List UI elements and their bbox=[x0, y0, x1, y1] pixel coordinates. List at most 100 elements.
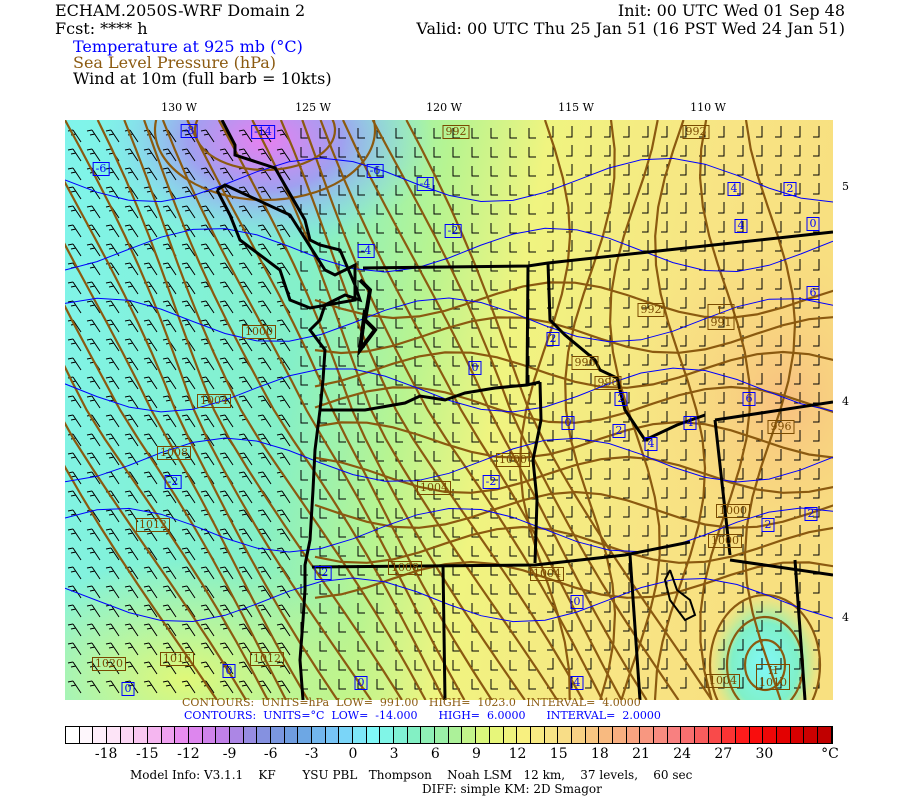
colorbar-tick-label: -15 bbox=[136, 746, 159, 762]
wind-barb bbox=[433, 413, 441, 424]
temperature-contour bbox=[65, 157, 833, 203]
wind-barb bbox=[105, 566, 120, 580]
wind-barb bbox=[357, 128, 365, 139]
wind-barb bbox=[238, 338, 253, 352]
temperature-contour-label: 2 bbox=[612, 424, 626, 438]
wind-barb bbox=[642, 525, 649, 537]
wind-barb bbox=[376, 318, 384, 329]
wind-barb bbox=[718, 183, 725, 195]
wind-barb bbox=[257, 243, 272, 257]
wind-barb bbox=[471, 413, 479, 424]
wind-barb bbox=[219, 300, 234, 314]
temperature-contour-label: -8 bbox=[180, 124, 198, 138]
wind-barb bbox=[718, 126, 725, 138]
colorbar-cell bbox=[284, 727, 299, 743]
wa-id-border bbox=[525, 265, 530, 386]
wind-barb bbox=[737, 639, 744, 651]
wind-barb bbox=[623, 354, 630, 366]
wind-barb bbox=[414, 584, 422, 595]
map-panel: -8 -14 -6 -6 -4 -2 -4 0 0 -2 -2 -2 0 0 4 4 2 4 0 6 2 2 2 4 6 4 2 2 0… bbox=[65, 120, 833, 700]
wind-barb bbox=[257, 148, 272, 162]
wind-barb bbox=[718, 145, 725, 157]
wind-barb bbox=[219, 357, 234, 371]
wind-barb bbox=[680, 202, 687, 214]
colorbar-tick-label: 30 bbox=[755, 746, 774, 762]
wind-barb bbox=[528, 641, 536, 652]
wind-barb bbox=[547, 145, 554, 157]
wind-barb bbox=[143, 623, 158, 637]
wind-barb bbox=[433, 660, 441, 671]
colorbar-tick-label: 18 bbox=[590, 746, 609, 762]
wind-barb bbox=[143, 566, 158, 580]
wind-barb bbox=[680, 126, 687, 138]
wind-barb bbox=[357, 166, 365, 177]
wind-barb bbox=[756, 202, 763, 214]
colorbar-cell bbox=[558, 727, 572, 743]
wind-barb bbox=[756, 278, 763, 290]
wind-barb bbox=[813, 297, 820, 309]
wind-barb bbox=[699, 487, 706, 499]
wind-barb bbox=[86, 528, 101, 542]
wind-barb bbox=[642, 487, 649, 499]
wind-barb bbox=[219, 167, 234, 181]
wind-barb bbox=[414, 185, 422, 196]
wind-barb bbox=[471, 470, 479, 481]
wind-barb bbox=[452, 147, 460, 158]
temperature-contour-label: 6 bbox=[742, 392, 756, 406]
wind-barb bbox=[319, 147, 327, 158]
wind-barb bbox=[509, 128, 517, 139]
wind-barb bbox=[623, 601, 630, 613]
colorbar-cell bbox=[120, 727, 135, 743]
wind-barb bbox=[357, 394, 365, 405]
wind-barb bbox=[257, 433, 272, 447]
wind-barb bbox=[623, 278, 630, 290]
colorbar-cell bbox=[407, 727, 422, 743]
wind-barb bbox=[357, 261, 365, 272]
wind-barb bbox=[642, 278, 649, 290]
wind-barb bbox=[181, 243, 196, 257]
colorbar-cell bbox=[380, 727, 395, 743]
wind-barb bbox=[604, 126, 611, 138]
wind-barb bbox=[395, 128, 403, 139]
colorbar-cell bbox=[148, 727, 162, 743]
wind-barb bbox=[338, 204, 346, 215]
wind-barb bbox=[357, 641, 365, 652]
wind-barb bbox=[661, 487, 668, 499]
wind-barb bbox=[490, 394, 498, 405]
colorbar-cell bbox=[749, 727, 764, 743]
colorbar-tick-label: 24 bbox=[673, 746, 692, 762]
wind-barb bbox=[338, 337, 346, 348]
wind-barb bbox=[680, 601, 687, 613]
wind-barb bbox=[756, 449, 763, 461]
wind-barb bbox=[395, 508, 403, 519]
wind-barb bbox=[257, 642, 272, 656]
colorbar-cell bbox=[653, 727, 668, 743]
wind-barb bbox=[794, 354, 801, 366]
sea-level-pressure-contour bbox=[653, 120, 707, 700]
wind-barb bbox=[276, 528, 291, 542]
wind-barb bbox=[376, 565, 384, 576]
wind-barb bbox=[414, 223, 422, 234]
wind-barb bbox=[509, 584, 517, 595]
wind-barb bbox=[623, 240, 630, 252]
wind-barb bbox=[509, 527, 517, 538]
wind-barb bbox=[490, 242, 498, 253]
wind-barb bbox=[528, 508, 536, 519]
wind-barb bbox=[775, 164, 782, 176]
wind-barb bbox=[585, 392, 592, 404]
wind-barb bbox=[357, 432, 365, 443]
wind-barb bbox=[509, 337, 517, 348]
wind-barb bbox=[300, 432, 308, 443]
wind-barb bbox=[162, 148, 177, 162]
wind-barb bbox=[219, 528, 234, 542]
wind-barb bbox=[813, 316, 820, 328]
wind-barb bbox=[471, 147, 479, 158]
wind-barb bbox=[143, 604, 158, 618]
wind-barb bbox=[414, 299, 422, 310]
sea-level-pressure-contour bbox=[65, 364, 269, 700]
wind-barb bbox=[300, 470, 308, 481]
wind-barb bbox=[509, 660, 517, 671]
wind-barb bbox=[547, 658, 554, 670]
wind-barb bbox=[319, 204, 327, 215]
wind-barb bbox=[67, 452, 82, 466]
